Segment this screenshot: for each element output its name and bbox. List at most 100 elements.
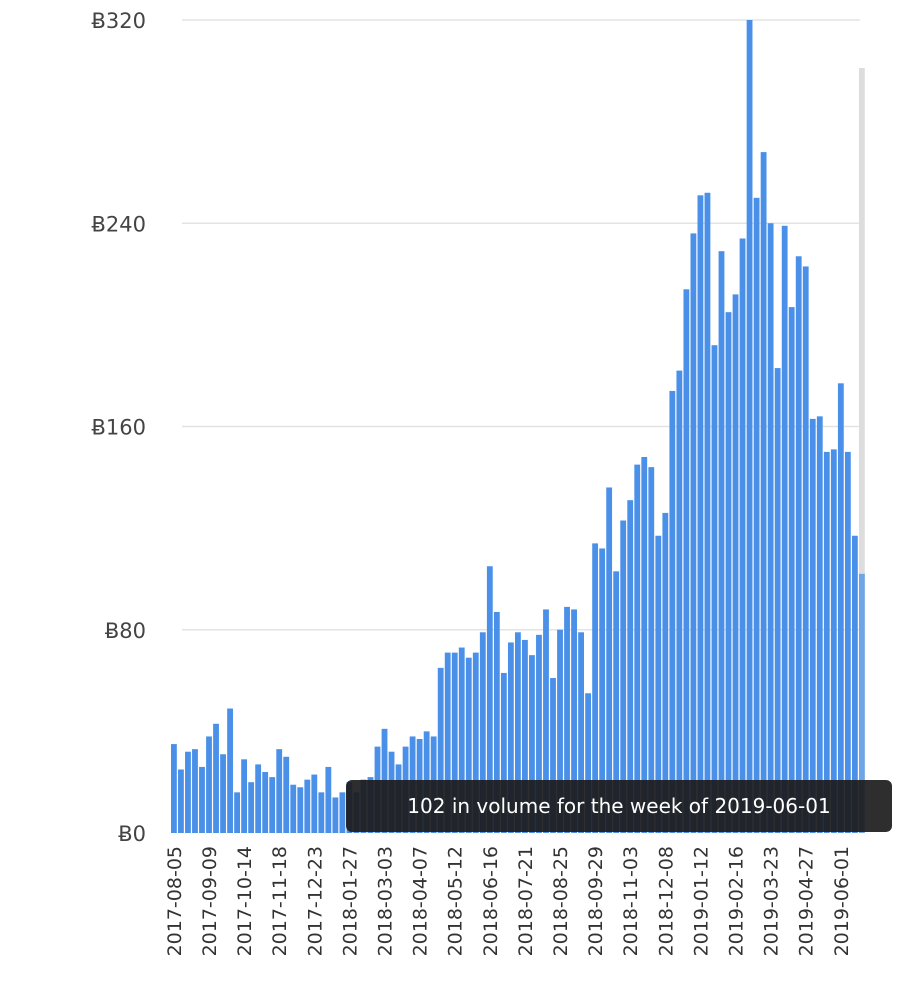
bar[interactable]: [472, 652, 479, 833]
bar[interactable]: [465, 657, 472, 833]
bar[interactable]: [557, 629, 563, 833]
bar[interactable]: [851, 535, 858, 833]
y-tick-label: Ƀ160: [92, 416, 147, 440]
bar[interactable]: [585, 693, 592, 833]
x-tick-label: 2018-03-03: [375, 846, 397, 956]
bar[interactable]: [536, 634, 542, 833]
bar[interactable]: [199, 766, 205, 833]
bar[interactable]: [234, 792, 241, 833]
bar[interactable]: [690, 233, 697, 834]
bar[interactable]: [697, 195, 704, 834]
bar[interactable]: [458, 647, 465, 833]
bar[interactable]: [802, 266, 809, 833]
bar[interactable]: [550, 678, 556, 833]
bar[interactable]: [269, 777, 276, 833]
bar[interactable]: [571, 609, 577, 833]
bar[interactable]: [662, 512, 669, 833]
bar[interactable]: [704, 192, 711, 833]
bar[interactable]: [627, 500, 634, 833]
x-tick-label: 2017-10-14: [234, 846, 256, 956]
bar[interactable]: [816, 416, 823, 833]
bar[interactable]: [592, 543, 599, 833]
bar[interactable]: [823, 451, 830, 833]
bar[interactable]: [669, 390, 676, 833]
bar[interactable]: [641, 456, 648, 833]
bar[interactable]: [276, 749, 283, 833]
bar[interactable]: [732, 294, 739, 833]
bar[interactable]: [185, 751, 191, 833]
bar[interactable]: [606, 487, 613, 833]
bar[interactable]: [318, 792, 325, 833]
bar[interactable]: [500, 672, 507, 833]
bar[interactable]: [248, 782, 255, 833]
tooltip-text: 102 in volume for the week of 2019-06-01: [407, 794, 830, 818]
bar[interactable]: [739, 238, 746, 833]
bar[interactable]: [297, 787, 304, 833]
bar[interactable]: [444, 652, 451, 833]
bar[interactable]: [192, 749, 198, 833]
bar[interactable]: [255, 764, 262, 833]
bar[interactable]: [578, 632, 584, 833]
bar[interactable]: [325, 766, 332, 833]
bar[interactable]: [311, 774, 318, 833]
bar[interactable]: [290, 784, 297, 833]
bar[interactable]: [262, 772, 269, 833]
bar[interactable]: [725, 312, 732, 833]
x-tick-label: 2018-05-12: [445, 846, 467, 956]
bar[interactable]: [241, 759, 248, 833]
bar[interactable]: [213, 723, 219, 833]
bar[interactable]: [781, 225, 788, 833]
bar[interactable]: [206, 736, 212, 833]
hover-highlight: [858, 68, 865, 833]
bar[interactable]: [844, 451, 851, 833]
bar[interactable]: [514, 632, 521, 833]
x-tick-label: 2018-01-27: [339, 846, 361, 956]
bar[interactable]: [283, 756, 290, 833]
bar[interactable]: [522, 639, 528, 833]
bar[interactable]: [746, 20, 753, 833]
bar[interactable]: [437, 667, 444, 833]
bar[interactable]: [858, 573, 865, 833]
bar[interactable]: [634, 464, 641, 833]
bar[interactable]: [227, 708, 233, 833]
bar[interactable]: [753, 197, 760, 833]
bar[interactable]: [339, 792, 346, 833]
tooltip-box: [346, 780, 892, 832]
bar[interactable]: [507, 642, 514, 833]
bar[interactable]: [171, 744, 177, 833]
bar[interactable]: [479, 632, 486, 833]
bar[interactable]: [599, 548, 606, 833]
bar[interactable]: [676, 370, 683, 833]
bar[interactable]: [683, 289, 690, 833]
bar[interactable]: [543, 609, 549, 833]
bar[interactable]: [795, 256, 802, 833]
x-tick-label: 2018-06-16: [480, 846, 502, 956]
bar[interactable]: [613, 571, 620, 833]
x-tick-label: 2017-08-05: [164, 846, 186, 956]
bar[interactable]: [788, 307, 795, 833]
x-tick-label: 2019-06-01: [831, 846, 853, 956]
bar[interactable]: [711, 345, 718, 833]
bar[interactable]: [304, 779, 311, 833]
bar[interactable]: [493, 611, 500, 833]
bar[interactable]: [332, 797, 339, 833]
bar[interactable]: [620, 520, 627, 833]
bar[interactable]: [648, 467, 655, 833]
bars: [171, 20, 865, 834]
bar[interactable]: [837, 383, 844, 833]
bar[interactable]: [220, 754, 226, 833]
bar[interactable]: [774, 368, 781, 833]
y-tick-label: Ƀ80: [105, 619, 146, 643]
bar[interactable]: [718, 251, 725, 833]
bar[interactable]: [760, 152, 767, 834]
x-tick-label: 2018-07-21: [515, 846, 537, 956]
bar[interactable]: [451, 652, 458, 833]
bar[interactable]: [178, 769, 184, 833]
bar[interactable]: [529, 655, 535, 833]
bar[interactable]: [767, 223, 774, 833]
bar[interactable]: [830, 449, 837, 833]
bar[interactable]: [564, 606, 570, 833]
bar[interactable]: [486, 566, 493, 833]
bar[interactable]: [655, 535, 662, 833]
bar[interactable]: [809, 418, 816, 833]
